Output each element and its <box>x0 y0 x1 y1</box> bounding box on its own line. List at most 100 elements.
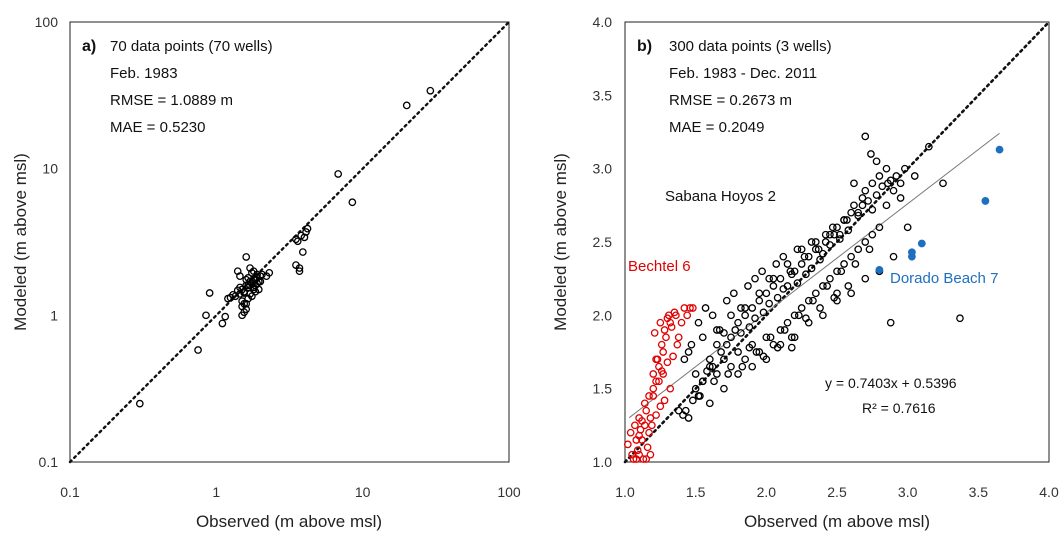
panel-a-x-axis-label: Observed (m above msl) <box>196 512 382 531</box>
data-point <box>713 340 721 349</box>
data-point <box>236 272 244 280</box>
plot-a-frame <box>69 21 510 463</box>
trendline-equation: y = 0.7403x + 0.5396 <box>825 375 957 391</box>
data-point <box>727 333 735 342</box>
data-point <box>797 245 806 254</box>
data-point <box>779 252 788 261</box>
panel-b-x-tick-label: 3.5 <box>969 484 989 500</box>
panel-b-y-axis-label: Modeled (m above msl) <box>551 153 570 331</box>
data-point <box>773 293 782 302</box>
data-point <box>683 311 692 320</box>
data-point <box>667 323 676 331</box>
panel-b-y-tick-label: 1.0 <box>593 454 613 470</box>
data-point <box>835 235 844 243</box>
data-point <box>652 377 660 386</box>
data-point <box>821 230 830 239</box>
panel-b-x-tick-label: 2.0 <box>757 484 777 500</box>
panel-b-y-tick-label: 1.5 <box>593 381 613 397</box>
data-point <box>643 443 652 452</box>
data-point <box>776 274 785 283</box>
data-point <box>680 355 689 364</box>
data-point <box>708 362 717 371</box>
panel-b-data-points <box>623 132 1004 463</box>
data-point <box>684 348 693 356</box>
data-point <box>865 245 874 254</box>
data-point <box>722 296 731 305</box>
panel-a-y-tick-label: 100 <box>35 14 59 30</box>
data-point <box>772 260 781 268</box>
data-point <box>804 252 813 261</box>
data-point <box>833 289 841 298</box>
data-point <box>814 245 823 254</box>
data-point <box>748 304 757 312</box>
data-point <box>840 260 848 268</box>
panel-b-annotation-4: MAE = 0.2049 <box>669 119 764 136</box>
data-point <box>737 304 745 312</box>
data-point <box>790 333 799 342</box>
data-point <box>751 314 759 323</box>
panel-b-tick-labels: 1.0 1.5 2.0 2.5 3.0 3.5 4.0 1.0 1.5 2.0 2.5 3.0 3.5 4… <box>593 14 1059 500</box>
data-point <box>292 235 300 244</box>
data-point <box>917 239 926 248</box>
data-point <box>691 370 700 378</box>
series-label-bechtel-6: Bechtel 6 <box>628 258 691 275</box>
data-point <box>787 333 796 342</box>
data-point <box>854 245 863 254</box>
data-point <box>892 172 901 180</box>
data-point <box>710 377 718 386</box>
data-point <box>826 230 834 239</box>
data-point <box>889 252 898 261</box>
panel-a-x-tick-label: 10 <box>355 484 371 500</box>
data-point <box>744 282 752 290</box>
data-point <box>783 282 792 290</box>
data-point <box>872 157 881 166</box>
data-point <box>766 333 775 342</box>
data-point <box>426 86 435 95</box>
panel-b-y-tick-label: 2.0 <box>593 307 613 323</box>
data-point <box>691 384 700 393</box>
data-point <box>802 314 810 323</box>
data-point <box>872 191 881 199</box>
data-point <box>648 421 656 430</box>
panel-b-label: b) <box>637 38 652 55</box>
data-point <box>402 101 411 110</box>
data-point <box>248 268 256 277</box>
data-point <box>741 304 749 312</box>
data-point <box>727 362 735 371</box>
data-point <box>717 348 725 356</box>
data-point <box>737 329 745 337</box>
trendline-r-squared: R² = 0.7616 <box>862 400 936 416</box>
panel-b-x-tick-label: 3.0 <box>898 484 918 500</box>
data-point <box>640 421 649 430</box>
data-point <box>807 264 816 273</box>
data-point <box>623 440 632 449</box>
data-point <box>660 326 669 334</box>
data-point <box>649 392 658 400</box>
data-point <box>650 329 659 337</box>
data-point <box>826 274 834 283</box>
panel-b-annotation-2: Feb. 1983 - Dec. 2011 <box>669 65 817 82</box>
data-point <box>681 406 690 415</box>
data-point <box>833 267 841 276</box>
data-point <box>769 282 778 290</box>
data-point <box>258 270 266 279</box>
data-point <box>734 370 742 378</box>
data-point <box>850 201 858 210</box>
data-point <box>636 425 645 434</box>
data-point <box>800 252 809 261</box>
data-point <box>762 333 771 342</box>
data-point <box>713 326 721 334</box>
data-point <box>659 348 668 356</box>
data-point <box>868 179 877 188</box>
data-point <box>797 260 806 268</box>
data-point <box>755 296 764 305</box>
data-point <box>729 289 738 298</box>
panel-b-x-axis-label: Observed (m above msl) <box>744 512 930 531</box>
data-point <box>666 384 675 393</box>
data-point <box>254 285 263 294</box>
data-point <box>724 370 733 378</box>
panel-a-annotation-3: RMSE = 1.0889 m <box>110 92 233 109</box>
data-point <box>882 201 891 210</box>
data-point <box>765 299 774 308</box>
